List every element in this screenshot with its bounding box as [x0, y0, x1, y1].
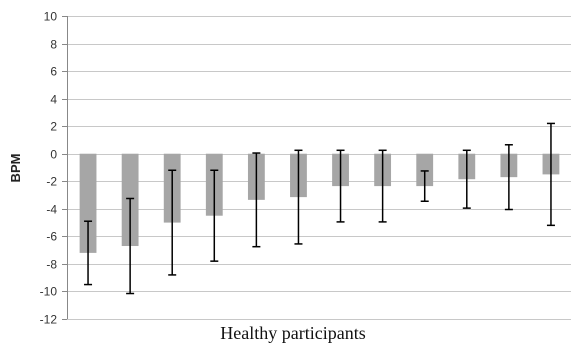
x-axis-title: Healthy participants: [220, 323, 365, 343]
error-bars: [84, 122, 555, 295]
y-tick-label: 4: [50, 93, 57, 107]
y-axis-title: BPM: [8, 154, 23, 183]
y-tick-label: 6: [50, 65, 57, 79]
gridlines: [67, 16, 571, 320]
y-tick-label: -6: [46, 230, 57, 244]
y-tick-label: -2: [46, 175, 57, 189]
y-tick-label: 10: [44, 10, 58, 24]
bar: [416, 153, 434, 187]
y-axis: 10 8 6 4 2 0 -2 -4 -6 -8 -10 -12: [40, 10, 68, 327]
y-tick-label: -8: [46, 258, 57, 272]
y-tick-label: 0: [50, 148, 57, 162]
bars: [79, 153, 560, 253]
bar: [79, 153, 97, 253]
y-tick-label: 2: [50, 120, 57, 134]
y-tick-label: -10: [40, 285, 58, 299]
y-tick-label: 8: [50, 38, 57, 52]
y-tick-label: -4: [46, 203, 57, 217]
y-tick-label: -12: [40, 313, 58, 327]
